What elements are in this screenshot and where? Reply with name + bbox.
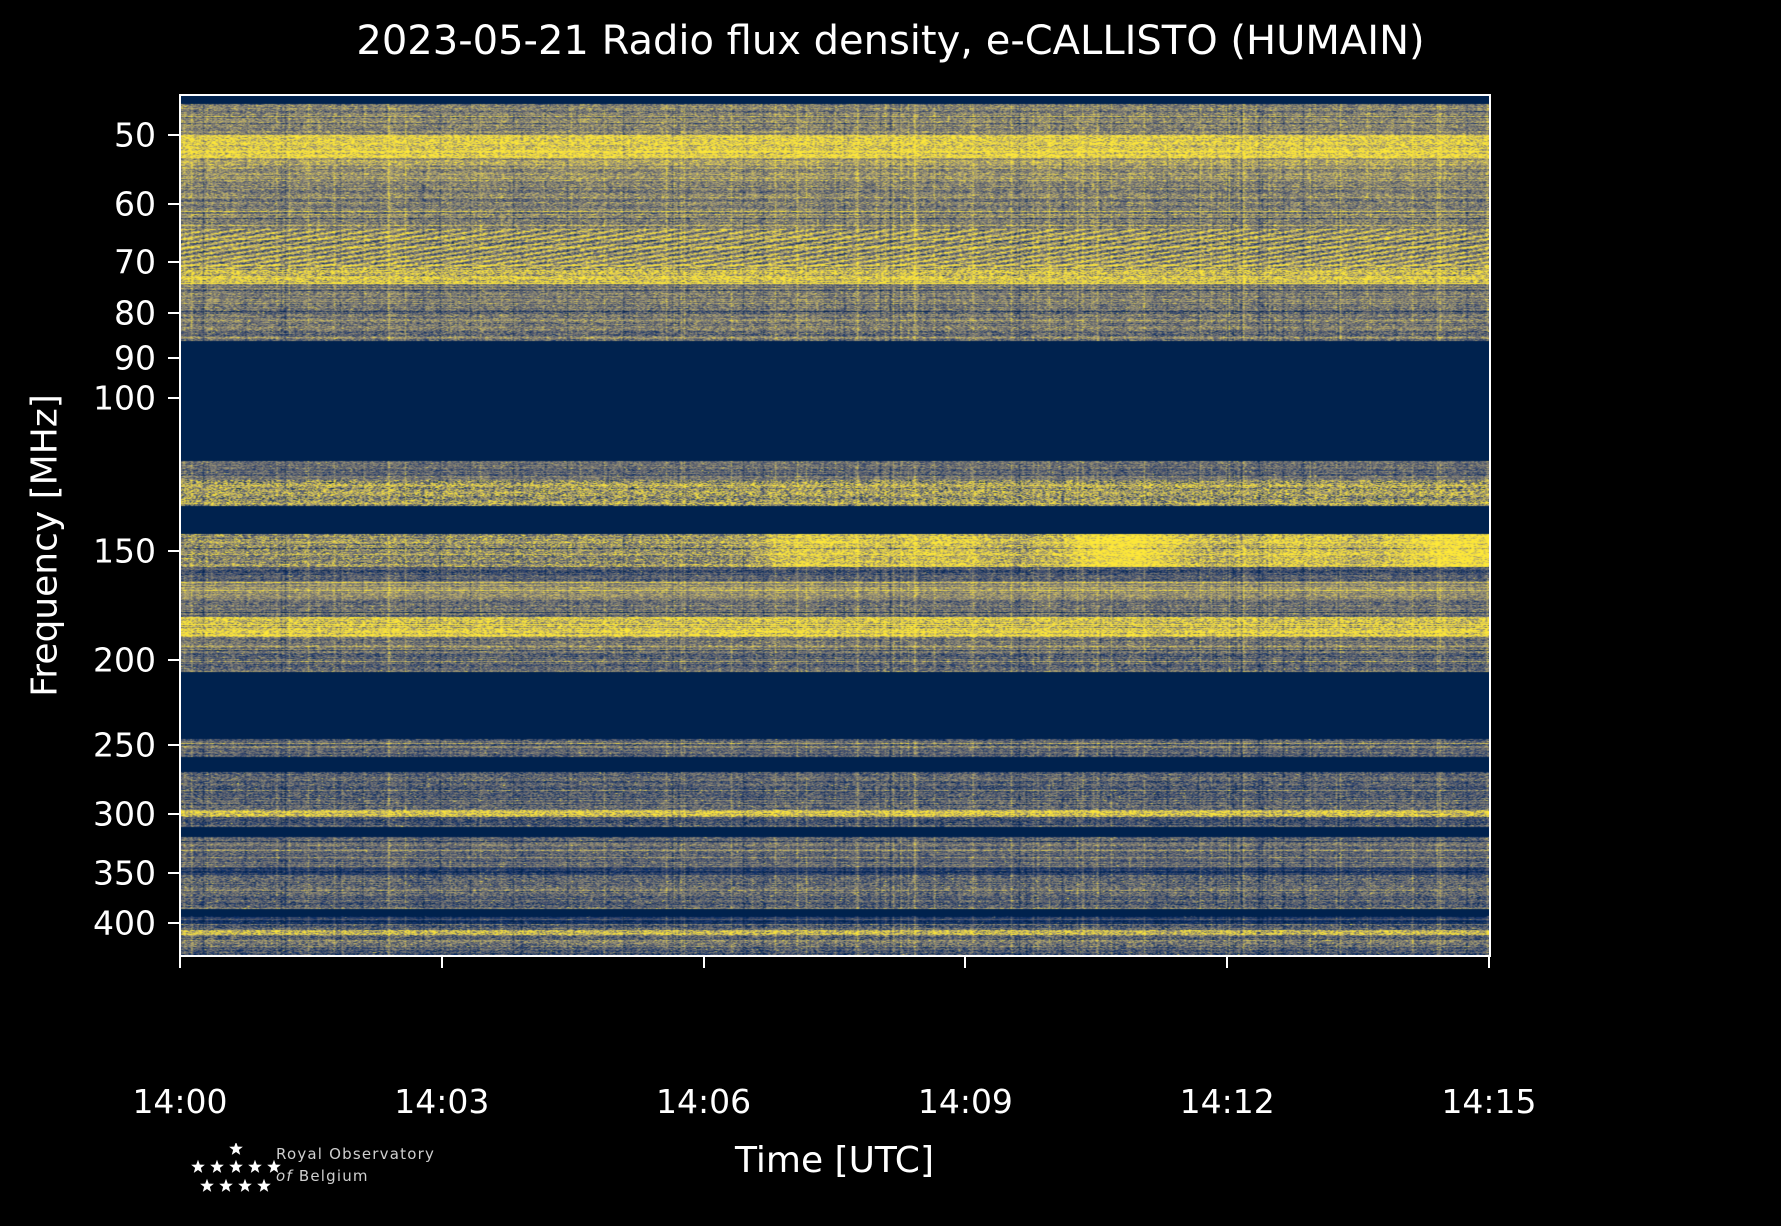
y-tick-mark xyxy=(168,133,180,136)
y-tick-mark xyxy=(168,396,180,399)
y-tick-label: 70 xyxy=(114,242,156,282)
x-tick-mark xyxy=(702,956,705,968)
logo-text: Royal Observatory of Belgium xyxy=(276,1145,506,1185)
x-tick-mark xyxy=(964,956,967,968)
y-tick-mark xyxy=(168,922,180,925)
star-icon xyxy=(238,1178,252,1192)
x-tick-label: 14:09 xyxy=(917,1082,1013,1121)
axis-spine-top xyxy=(179,94,1491,96)
x-axis-label: Time [UTC] xyxy=(734,1140,934,1181)
spectrogram-plot[interactable] xyxy=(180,95,1489,955)
x-tick-mark xyxy=(440,956,443,968)
y-tick-mark xyxy=(168,813,180,816)
axis-spine-right xyxy=(1489,94,1491,956)
y-tick-label: 60 xyxy=(114,184,156,224)
star-icon xyxy=(200,1178,214,1192)
y-tick-label: 100 xyxy=(93,378,156,418)
x-tick-label: 14:06 xyxy=(656,1082,752,1121)
y-tick-mark xyxy=(168,744,180,747)
axis-spine-bottom xyxy=(179,955,1491,957)
x-tick-label: 14:03 xyxy=(394,1082,490,1121)
y-tick-label: 300 xyxy=(93,794,156,834)
y-tick-mark xyxy=(168,659,180,662)
y-tick-mark xyxy=(168,356,180,359)
star-icon xyxy=(219,1178,233,1192)
x-tick-mark xyxy=(179,956,181,968)
observatory-logo: Royal Observatory of Belgium xyxy=(176,1143,506,1205)
y-tick-label: 200 xyxy=(93,640,156,680)
y-tick-mark xyxy=(168,550,180,553)
star-icon xyxy=(229,1159,243,1173)
x-tick-label: 14:15 xyxy=(1441,1082,1537,1121)
star-icon xyxy=(191,1159,205,1173)
y-tick-mark xyxy=(168,203,180,206)
page-title: 2023-05-21 Radio flux density, e-CALLIST… xyxy=(356,18,1425,64)
x-tick-mark xyxy=(1226,956,1229,968)
y-tick-mark xyxy=(168,871,180,874)
y-tick-mark xyxy=(168,261,180,264)
y-tick-label: 80 xyxy=(114,293,156,333)
y-tick-label: 250 xyxy=(93,725,156,765)
logo-of: of xyxy=(276,1167,293,1185)
spectrogram-canvas xyxy=(180,95,1489,955)
eu-stars-icon xyxy=(191,1143,281,1192)
y-axis-label: Frequency [MHz] xyxy=(24,394,66,697)
star-icon xyxy=(248,1159,262,1173)
star-icon xyxy=(257,1178,271,1192)
axis-spine-left xyxy=(179,94,181,956)
logo-belgium: Belgium xyxy=(292,1167,369,1185)
star-icon xyxy=(267,1159,281,1173)
y-tick-label: 90 xyxy=(114,338,156,378)
logo-line-1: Royal Observatory xyxy=(276,1145,436,1163)
x-tick-label: 14:00 xyxy=(132,1082,228,1121)
x-tick-mark xyxy=(1488,956,1490,968)
y-tick-mark xyxy=(168,312,180,315)
star-icon xyxy=(229,1143,243,1155)
y-tick-label: 50 xyxy=(114,115,156,155)
star-icon xyxy=(210,1159,224,1173)
y-tick-label: 350 xyxy=(93,853,156,893)
x-tick-label: 14:12 xyxy=(1179,1082,1275,1121)
y-tick-label: 400 xyxy=(93,903,156,943)
y-tick-label: 150 xyxy=(93,531,156,571)
logo-line-2: of Belgium xyxy=(276,1167,506,1185)
